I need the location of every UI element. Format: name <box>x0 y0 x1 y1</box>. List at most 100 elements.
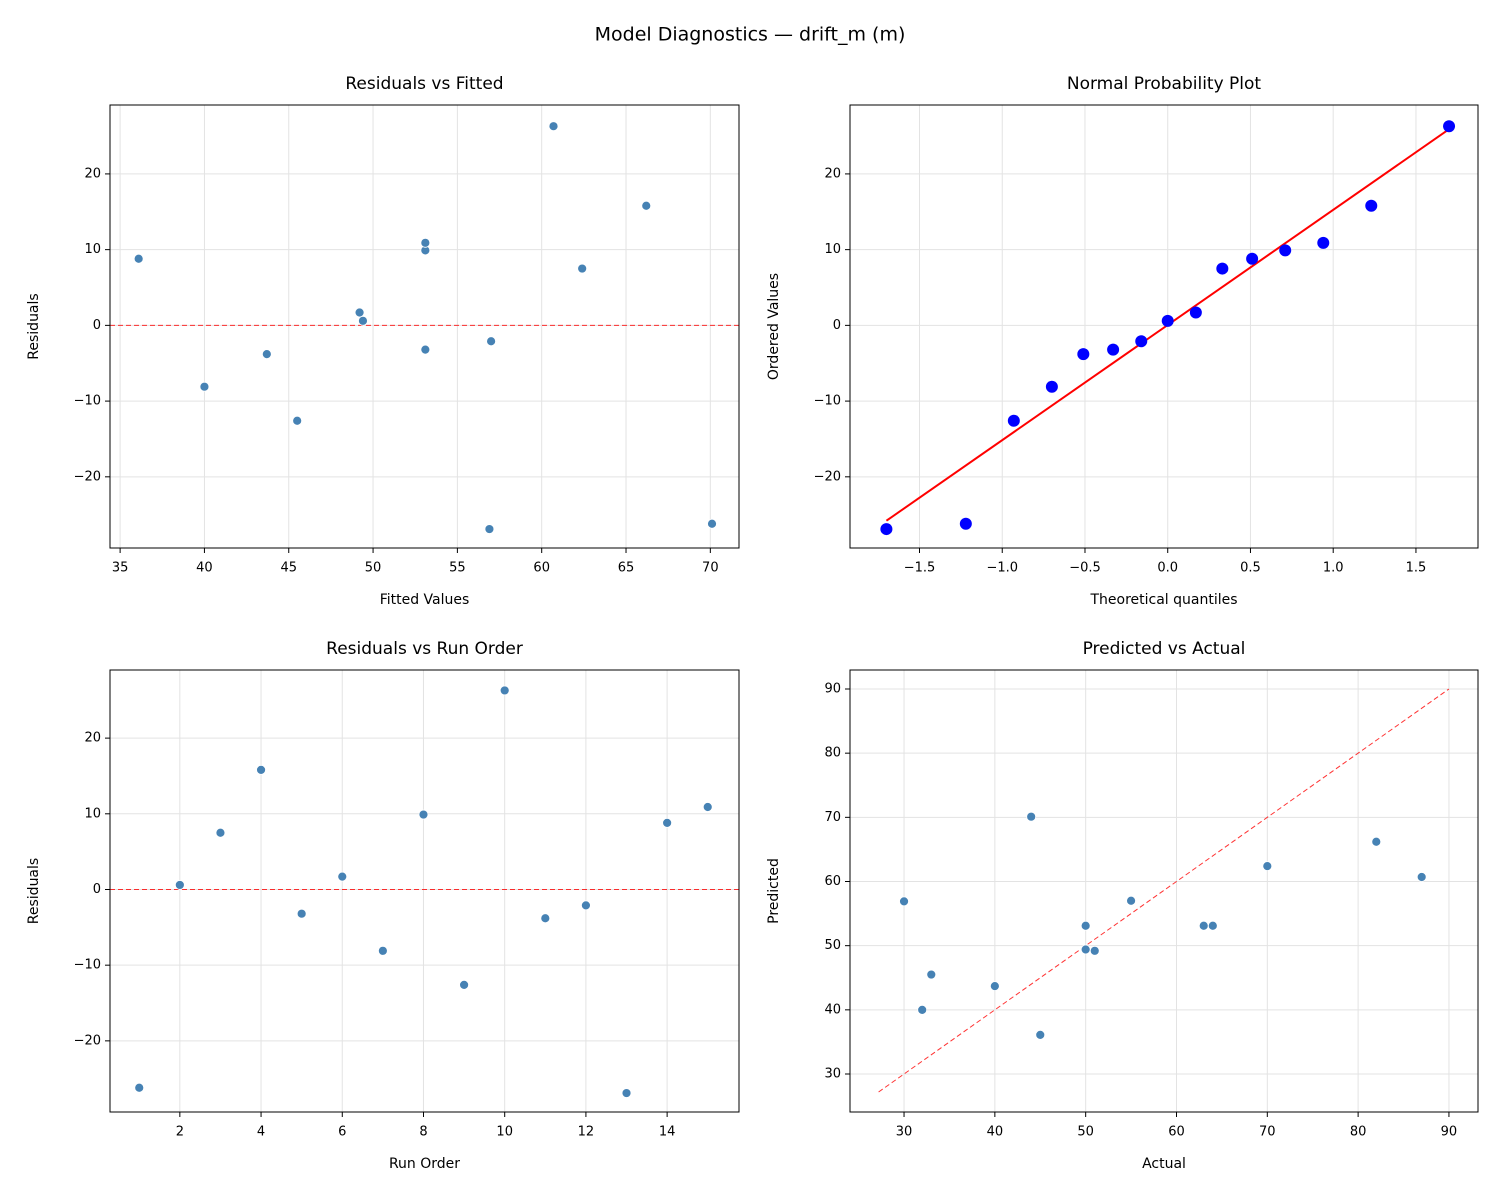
data-point <box>702 802 713 812</box>
data-point <box>1135 335 1148 348</box>
axes-frame <box>109 104 740 549</box>
x-tick-label: 6 <box>338 1125 346 1140</box>
data-point <box>420 237 431 248</box>
y-axis-label: Residuals <box>26 293 42 359</box>
data-point <box>199 381 210 392</box>
axes-frame <box>849 104 1479 549</box>
x-tick-label: 0.0 <box>1157 561 1178 576</box>
data-point <box>486 336 497 347</box>
y-tick-label: 20 <box>824 166 841 181</box>
data-point <box>354 307 365 318</box>
axes-frame <box>109 669 740 1113</box>
y-tick-label: 10 <box>84 242 101 257</box>
data-point <box>459 979 469 990</box>
panel-title: Residuals vs Run Order <box>326 639 523 659</box>
data-point <box>581 900 591 911</box>
x-tick-label: 8 <box>419 1125 427 1140</box>
x-tick-label: 70 <box>1259 1125 1276 1140</box>
x-axis-label: Fitted Values <box>380 592 470 608</box>
x-tick-label: 1.5 <box>1406 561 1427 576</box>
x-tick-label: 65 <box>618 561 635 576</box>
y-tick-label: 10 <box>84 806 101 821</box>
x-tick-label: 30 <box>896 1125 913 1140</box>
y-tick-label: 20 <box>84 166 101 181</box>
data-point <box>1365 199 1378 212</box>
y-tick-label: −20 <box>74 1033 101 1048</box>
data-point <box>1026 811 1037 822</box>
y-tick-label: −20 <box>814 469 841 484</box>
y-tick-label: 10 <box>824 242 841 257</box>
x-tick-label: 90 <box>1441 1125 1458 1140</box>
y-tick-label: 30 <box>824 1067 841 1082</box>
data-point <box>256 765 266 775</box>
data-point <box>1317 236 1330 249</box>
data-point <box>296 908 307 919</box>
data-point <box>1080 920 1091 931</box>
y-tick-label: 80 <box>824 746 841 761</box>
data-point <box>621 1088 632 1098</box>
x-tick-label: 2 <box>176 1125 184 1140</box>
data-point <box>418 809 429 820</box>
y-tick-label: 60 <box>824 874 841 889</box>
y-axis-label: Residuals <box>26 858 42 924</box>
data-point <box>917 1004 928 1015</box>
x-tick-label: 40 <box>196 561 213 576</box>
data-point <box>1007 414 1020 427</box>
y-tick-label: 90 <box>824 681 841 696</box>
x-tick-label: 12 <box>578 1125 595 1140</box>
data-point <box>133 253 144 264</box>
y-tick-label: 20 <box>84 731 101 746</box>
data-point <box>662 817 673 828</box>
data-point <box>540 913 551 924</box>
data-point <box>1279 244 1292 257</box>
y-tick-label: −10 <box>74 958 101 973</box>
data-point <box>1443 120 1456 133</box>
x-tick-label: −1.0 <box>986 561 1018 576</box>
data-point <box>499 685 510 696</box>
x-tick-label: 1.0 <box>1323 561 1344 576</box>
x-tick-label: 60 <box>1168 1125 1185 1140</box>
data-point <box>1045 380 1058 393</box>
data-point <box>1080 944 1091 955</box>
y-tick-label: 70 <box>824 810 841 825</box>
x-tick-label: −0.5 <box>1069 561 1101 576</box>
axes-frame <box>849 669 1479 1113</box>
x-tick-label: 4 <box>257 1125 265 1140</box>
y-tick-label: 0 <box>833 318 841 333</box>
data-point <box>261 349 272 360</box>
x-tick-label: 35 <box>112 561 129 576</box>
data-point <box>377 945 388 956</box>
data-point <box>926 969 937 980</box>
y-tick-label: −10 <box>814 394 841 409</box>
x-tick-label: 14 <box>659 1125 676 1140</box>
x-axis-label: Run Order <box>389 1156 460 1172</box>
data-point <box>1035 1029 1046 1040</box>
data-point <box>989 981 1000 991</box>
data-point <box>1416 872 1427 882</box>
y-axis-label: Ordered Values <box>766 273 782 380</box>
data-point <box>1107 343 1120 356</box>
reference-line <box>878 688 1450 1093</box>
y-axis-label: Predicted <box>766 858 782 924</box>
data-point <box>577 263 588 274</box>
x-tick-label: 55 <box>449 561 466 576</box>
data-point <box>548 121 559 132</box>
data-point <box>134 1082 145 1093</box>
x-tick-label: 60 <box>533 561 550 576</box>
data-point <box>484 524 495 534</box>
data-point <box>641 200 652 211</box>
data-point <box>899 896 909 907</box>
data-point <box>174 880 185 890</box>
data-point <box>1161 314 1174 327</box>
x-tick-label: 0.5 <box>1240 561 1261 576</box>
data-point <box>358 315 368 326</box>
data-point <box>1246 252 1259 265</box>
data-point <box>1126 895 1136 906</box>
figure-title: Model Diagnostics — drift_m (m) <box>595 24 906 46</box>
data-point <box>1189 306 1202 319</box>
panel-title: Residuals vs Fitted <box>345 74 503 94</box>
data-point <box>420 344 431 355</box>
x-tick-label: 45 <box>280 561 297 576</box>
x-tick-label: 40 <box>987 1125 1004 1140</box>
